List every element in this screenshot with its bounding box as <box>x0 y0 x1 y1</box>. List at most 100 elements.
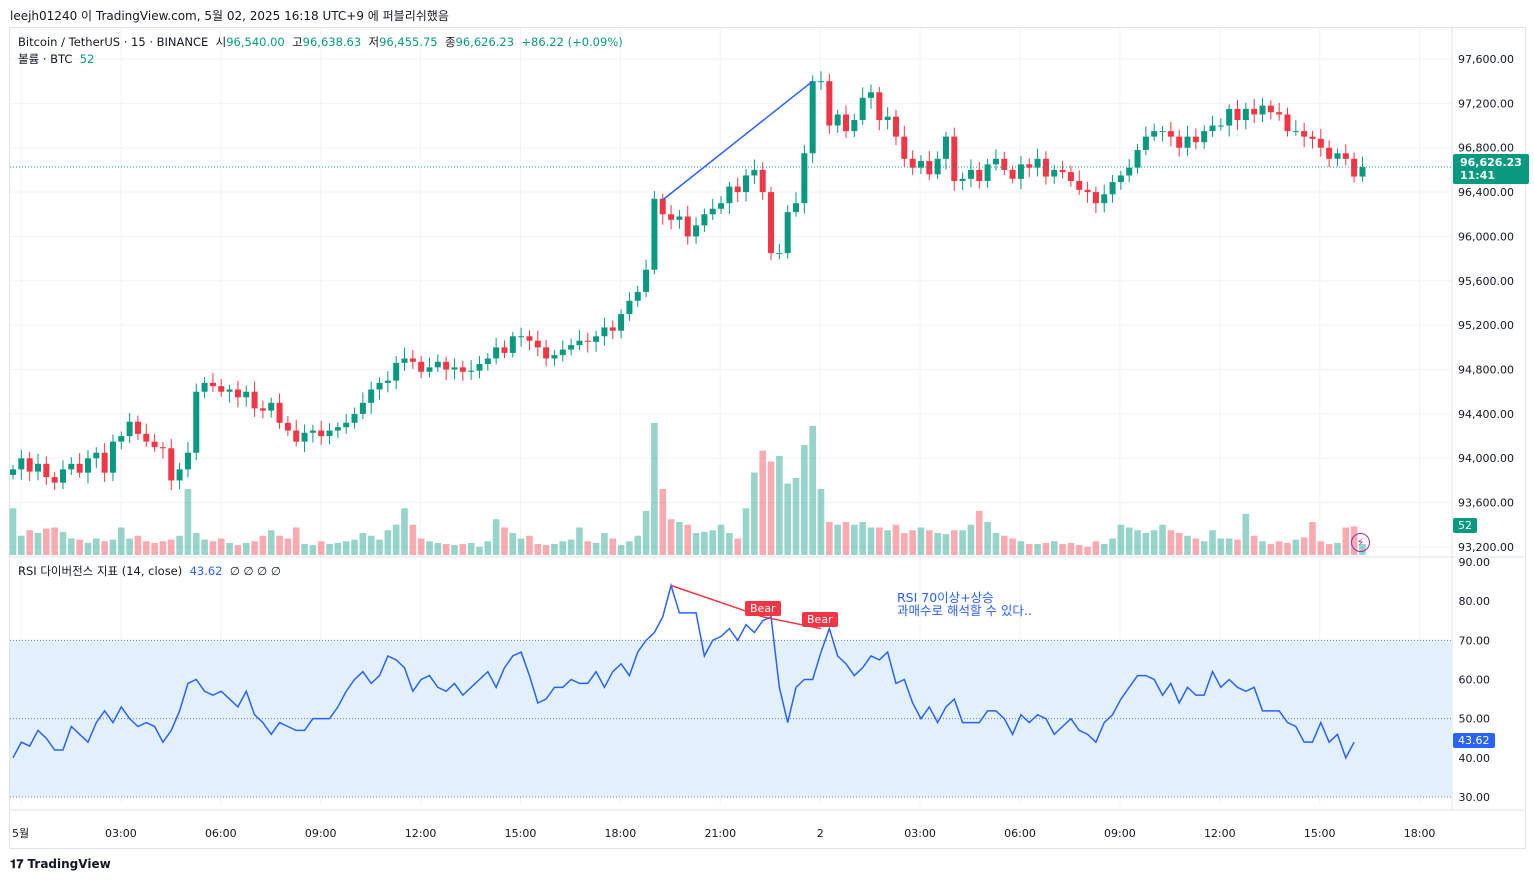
candle-body <box>1034 158 1041 168</box>
candle-body <box>568 345 575 350</box>
candle-body <box>376 382 383 390</box>
volume-bar <box>642 511 650 555</box>
volume-bar <box>1159 524 1166 555</box>
lightning-icon[interactable]: ⚡ <box>1351 533 1370 552</box>
volume-bar <box>93 538 100 555</box>
volume-bar <box>43 528 50 555</box>
candle-body <box>651 198 658 270</box>
candle-body <box>1084 189 1091 193</box>
volume-bar <box>1125 527 1133 555</box>
annotation-text[interactable]: RSI 70이상+상승 과매수로 해석할 수 있다.. <box>897 591 1032 617</box>
rsi-tick-label: 80.00 <box>1459 595 1491 608</box>
candle-body <box>384 380 391 383</box>
rsi-tick-label: 60.00 <box>1459 674 1491 687</box>
candle-body <box>959 178 966 181</box>
volume-bar <box>817 489 825 555</box>
candle-body <box>1226 108 1233 126</box>
volume-bar <box>301 544 308 555</box>
price-tick-label: 93,600.00 <box>1458 497 1514 510</box>
low-label: 저 <box>368 35 380 49</box>
tradingview-logo[interactable]: 𝟏𝟕 TradingView <box>10 857 111 871</box>
volume-bar <box>759 450 766 555</box>
candle-body <box>1309 136 1316 139</box>
volume-bar <box>1342 527 1350 555</box>
volume-bar <box>1084 546 1091 555</box>
volume-bar <box>1134 530 1141 555</box>
candle-body <box>226 389 233 392</box>
rsi-legend: RSI 다이버전스 지표 (14, close) 43.62 ∅ ∅ ∅ ∅ <box>18 563 281 579</box>
price-tick-label: 93,200.00 <box>1458 541 1514 554</box>
volume-bar <box>1242 513 1250 555</box>
volume-bar <box>967 524 975 555</box>
close-label: 종 <box>444 35 456 49</box>
volume-bar <box>251 541 258 555</box>
candle-body <box>601 327 608 337</box>
volume-bar <box>901 533 908 555</box>
volume-bar <box>542 545 550 555</box>
candle-body <box>643 269 650 292</box>
candle-body <box>1159 131 1166 133</box>
rsi-line <box>12 582 1355 760</box>
candle-body <box>984 164 991 181</box>
last-price-tag: 96,626.23 11:41 <box>1453 154 1529 184</box>
volume-bar <box>376 539 383 555</box>
candle-body <box>359 402 366 414</box>
candle-body <box>101 452 108 473</box>
change-value: +86.22 (+0.09%) <box>521 35 623 49</box>
rsi-divergence-line <box>670 584 822 630</box>
time-tick-label: 15:00 <box>1304 827 1336 840</box>
rsi-tick-label: 70.00 <box>1459 634 1491 647</box>
publish-info: leejh01240 이 TradingView.com, 5월 02, 202… <box>10 9 449 23</box>
candle-body <box>484 358 491 364</box>
volume-value: 52 <box>79 52 95 66</box>
volume-bar <box>159 541 167 555</box>
volume-label[interactable]: 볼륨 · BTC <box>18 52 73 66</box>
candle-body <box>209 382 216 387</box>
volume-bar <box>934 533 941 555</box>
volume-bar <box>809 425 816 555</box>
candle-body <box>951 136 958 181</box>
rsi-title[interactable]: RSI 다이버전스 지표 (14, close) <box>18 564 183 578</box>
candle-body <box>134 421 141 434</box>
volume-bar <box>1275 541 1283 555</box>
volume-bar <box>1334 542 1341 555</box>
volume-bar <box>942 534 950 555</box>
time-tick-label: 18:00 <box>605 827 637 840</box>
candle-body <box>393 362 400 381</box>
volume-bar <box>1150 530 1158 555</box>
volume-bar <box>142 541 150 555</box>
candle-body <box>1176 136 1183 148</box>
volume-bar <box>434 542 442 555</box>
candle-body <box>10 469 16 475</box>
candle-body <box>259 408 266 411</box>
candle-body <box>193 391 200 453</box>
candle-body <box>1234 108 1241 120</box>
candle-body <box>1209 125 1216 132</box>
candle-body <box>751 169 758 176</box>
volume-bar <box>59 531 67 555</box>
candle-body <box>351 413 358 423</box>
candle-body <box>126 421 133 437</box>
volume-bar <box>192 533 200 555</box>
volume-bar <box>467 542 475 555</box>
open-label: 시 <box>215 35 227 49</box>
close-value: 96,626.23 <box>455 35 515 49</box>
volume-bar <box>1034 544 1041 555</box>
bear-label: Bear <box>745 601 781 616</box>
candle-body <box>1301 131 1308 137</box>
symbol-name[interactable]: Bitcoin / TetherUS · 15 · BINANCE <box>18 35 209 49</box>
volume-bar <box>709 530 717 555</box>
price-tick-label: 97,200.00 <box>1458 97 1514 110</box>
candle-body <box>201 382 208 392</box>
candle-body <box>1317 138 1324 148</box>
price-tick-label: 96,000.00 <box>1458 230 1514 243</box>
candle-body <box>859 97 866 120</box>
candle-body <box>426 367 433 372</box>
volume-bar <box>959 530 966 555</box>
candle-body <box>51 477 58 483</box>
price-tick-label: 94,400.00 <box>1458 408 1514 421</box>
volume-bar <box>1250 535 1258 555</box>
candle-body <box>659 198 666 215</box>
volume-bar <box>1309 522 1316 555</box>
